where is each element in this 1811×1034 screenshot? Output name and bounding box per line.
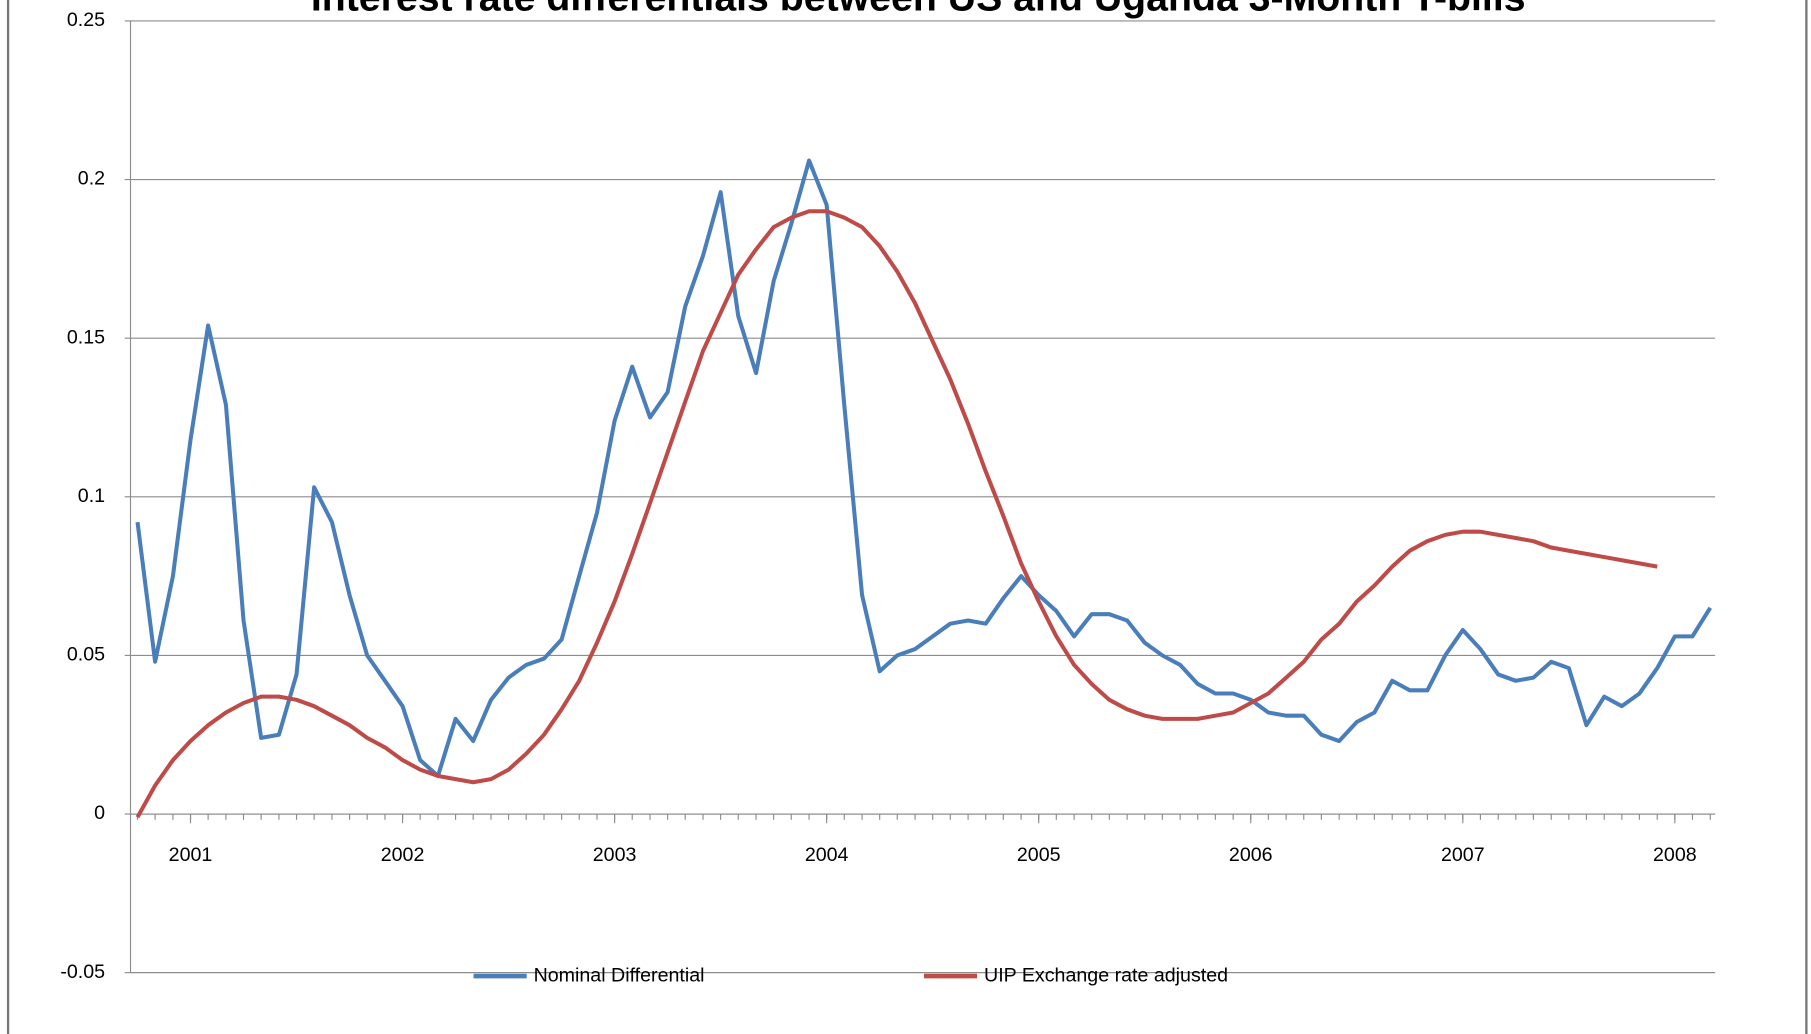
y-tick-label: 0.1: [78, 485, 105, 507]
x-tick-label: 2004: [805, 844, 849, 866]
y-tick-label: 0.25: [67, 9, 105, 31]
chart-border: [6, 0, 1808, 1034]
x-tick-label: 2007: [1441, 844, 1485, 866]
y-tick-label: 0: [94, 802, 105, 824]
y-tick-label: 0.2: [78, 168, 105, 190]
y-tick-label: 0.15: [67, 326, 105, 348]
y-tick-label: -0.05: [60, 961, 105, 983]
x-tick-label: 2001: [169, 844, 213, 866]
x-tick-label: 2006: [1229, 844, 1273, 866]
legend-label: Nominal Differential: [534, 964, 705, 986]
x-tick-label: 2003: [593, 844, 637, 866]
y-tick-label: 0.05: [67, 644, 105, 666]
data-line: [135, 158, 1712, 778]
legend-label: UIP Exchange rate adjusted: [984, 964, 1228, 986]
x-tick-label: 2002: [381, 844, 425, 866]
x-tick-label: 2008: [1653, 844, 1697, 866]
x-tick-label: 2005: [1017, 844, 1061, 866]
data-line: [135, 209, 1658, 819]
chart-title: Interest rate differentials between US a…: [311, 0, 1526, 20]
